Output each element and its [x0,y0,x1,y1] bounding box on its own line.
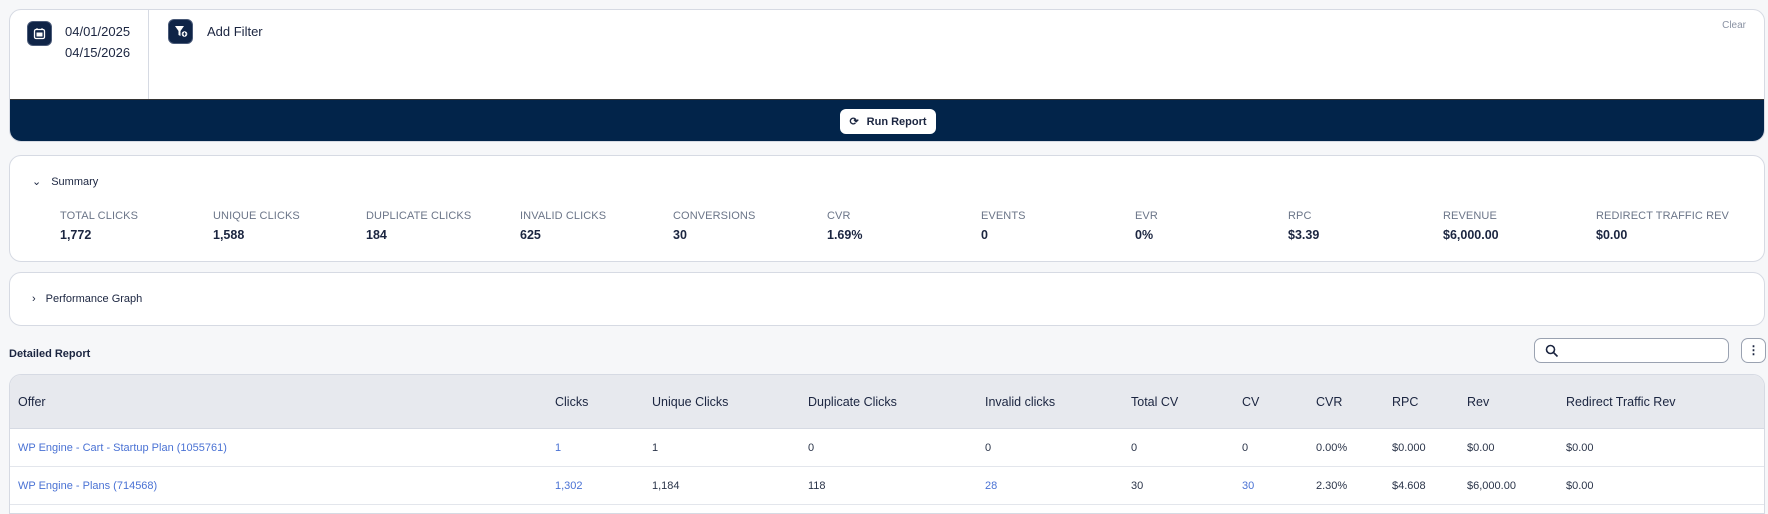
table-cell: 1 [652,441,659,454]
metric-label: DUPLICATE CLICKS [366,210,472,222]
metric-value: $3.39 [1288,228,1320,242]
summary-metric: CONVERSIONS 30 [673,210,755,242]
summary-metric: UNIQUE CLICKS 1,588 [213,210,300,242]
metric-value: 625 [520,228,541,242]
performance-graph-toggle[interactable]: › Performance Graph [32,293,142,305]
table-cell: 30 [1131,479,1144,492]
table-cell: 0 [985,441,992,454]
summary-metric: EVENTS 0 [981,210,1026,242]
detailed-report-title: Detailed Report [9,348,91,360]
table-cell: 0 [1242,441,1249,454]
column-header[interactable]: CV [1242,394,1260,409]
table-cell: $6,000.00 [1467,479,1516,492]
metric-label: CONVERSIONS [673,210,756,222]
table-row: WP Engine - Cart - Startup Plan (1055761… [10,429,1764,467]
table-cell: 118 [808,479,826,492]
column-header[interactable]: Offer [18,394,46,409]
metric-value: 30 [673,228,687,242]
more-options-button[interactable]: ⋮ [1741,338,1766,363]
performance-graph-panel: › Performance Graph [9,272,1765,326]
table-cell[interactable]: 30 [1242,479,1255,492]
metric-value: 184 [366,228,387,242]
metric-value: $6,000.00 [1443,228,1499,242]
calendar-icon[interactable] [27,21,52,46]
offer-link[interactable]: WP Engine - Plans (714568) [18,479,158,492]
performance-graph-title: Performance Graph [45,293,143,305]
summary-metric: EVR 0% [1135,210,1158,242]
column-header[interactable]: RPC [1392,394,1419,409]
offer-link[interactable]: WP Engine - Cart - Startup Plan (1055761… [18,441,227,454]
search-input[interactable] [1534,338,1729,363]
run-report-button[interactable]: ⟳ Run Report [840,109,936,134]
metric-label: UNIQUE CLICKS [213,210,300,222]
table-cell: 2.30% [1316,479,1348,492]
date-range-picker[interactable]: 04/01/2025 04/15/2026 [10,10,149,99]
summary-metric: REDIRECT TRAFFIC REV $0.00 [1596,210,1729,242]
metric-label: INVALID CLICKS [520,210,607,222]
summary-metric: DUPLICATE CLICKS 184 [366,210,471,242]
column-header[interactable]: Clicks [555,394,589,409]
chevron-right-icon: › [32,293,36,305]
clear-button[interactable]: Clear [1722,20,1746,31]
metric-label: TOTAL CLICKS [60,210,139,222]
column-header[interactable]: Rev [1467,394,1490,409]
metric-label: REVENUE [1443,210,1497,222]
filter-add-icon[interactable] [168,19,193,44]
column-header[interactable]: Redirect Traffic Rev [1566,394,1676,409]
summary-title: Summary [51,175,99,188]
metric-value: 1,772 [60,228,92,242]
run-report-bar: ⟳ Run Report [10,99,1764,141]
metric-label: RPC [1288,210,1312,222]
summary-metric: RPC $3.39 [1288,210,1319,242]
start-date[interactable]: 04/01/2025 [65,24,131,39]
refresh-icon: ⟳ [849,116,859,128]
metric-value: $0.00 [1596,228,1628,242]
metric-value: 0 [981,228,988,242]
column-header[interactable]: CVR [1316,394,1343,409]
metric-label: EVENTS [981,210,1026,222]
metric-label: EVR [1135,210,1158,222]
table-cell[interactable]: 1,302 [555,479,583,492]
table-cell: 1,184 [652,479,680,492]
chevron-down-icon: ⌄ [32,176,42,188]
table-row: WP Engine - Plans (714568) 1,302 1,184 118 2… [10,467,1764,505]
table-cell: $0.00 [1566,441,1594,454]
summary-metric: REVENUE $6,000.00 [1443,210,1499,242]
metric-label: CVR [827,210,851,222]
table-header: Offer Clicks Unique Clicks Duplicate Clicks… [10,375,1764,429]
summary-metric: CVR 1.69% [827,210,862,242]
summary-metric: TOTAL CLICKS 1,772 [60,210,138,242]
table-cell[interactable]: 1 [555,441,562,454]
table-cell[interactable]: 28 [985,479,998,492]
table-cell: $0.000 [1392,441,1426,454]
detailed-report-table: Offer Clicks Unique Clicks Duplicate Clicks… [9,374,1765,514]
summary-toggle[interactable]: ⌄ Summary [32,175,99,189]
column-header[interactable]: Unique Clicks [652,394,729,409]
kebab-icon: ⋮ [1747,343,1760,357]
table-cell: $0.00 [1467,441,1495,454]
summary-panel: ⌄ Summary TOTAL CLICKS 1,772 UNIQUE CLICKS… [9,155,1765,262]
metric-value: 1,588 [213,228,245,242]
column-header[interactable]: Duplicate Clicks [808,394,897,409]
table-cell: 0 [1131,441,1138,454]
column-header[interactable]: Total CV [1131,394,1179,409]
summary-metric: INVALID CLICKS 625 [520,210,606,242]
filter-panel: 04/01/2025 04/15/2026 Add Filter Clear ⟳… [9,9,1765,142]
table-cell: 0.00% [1316,441,1348,454]
column-header[interactable]: Invalid clicks [985,394,1056,409]
table-cell: $4.608 [1392,479,1426,492]
search-icon [1545,344,1559,358]
run-report-label: Run Report [866,115,927,128]
metric-label: REDIRECT TRAFFIC REV [1596,210,1729,222]
metric-value: 0% [1135,228,1154,242]
table-cell: $0.00 [1566,479,1594,492]
add-filter-button[interactable]: Add Filter [207,24,263,39]
table-cell: 0 [808,441,815,454]
metric-value: 1.69% [827,228,863,242]
end-date[interactable]: 04/15/2026 [65,45,131,60]
